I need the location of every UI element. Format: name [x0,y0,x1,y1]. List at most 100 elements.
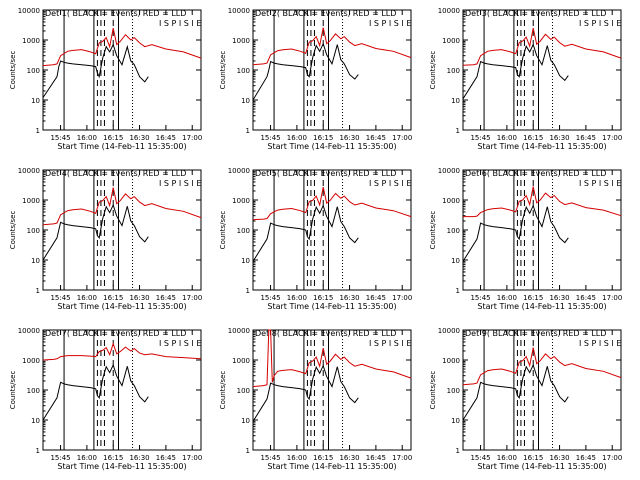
x-axis-label: Start Time (14-Feb-11 15:35:00) [57,302,186,311]
x-tick-label: 17:00 [602,454,622,462]
series-line-lld [42,187,202,226]
y-tick-label: 100 [237,387,250,395]
chart-marker-text: I S P I S I E [369,19,411,28]
plot-frame [42,9,202,131]
series-line-lld [42,342,202,361]
plot-frame [252,9,412,131]
x-tick-label: 15:45 [260,134,280,142]
y-tick-label: 1 [246,287,250,295]
y-tick-label: 100 [237,227,250,235]
y-tick-label: 10000 [228,167,250,175]
y-tick-label: 1000 [232,357,250,365]
x-tick-label: 15:45 [470,134,490,142]
x-tick-label: 15:45 [50,134,70,142]
y-tick-label: 10000 [228,327,250,335]
y-tick-label: 10 [31,97,40,105]
y-axis-label: Counts/sec [9,51,17,90]
x-axis-label: Start Time (14-Feb-11 15:35:00) [477,302,606,311]
x-tick-label: 16:00 [287,294,307,302]
y-tick-label: 1 [456,127,460,135]
y-tick-label: 10 [451,97,460,105]
x-tick-label: 17:00 [602,294,622,302]
x-tick-label: 16:00 [497,454,517,462]
series-line-events [252,204,359,262]
x-tick-label: 16:00 [287,454,307,462]
y-tick-label: 100 [447,67,460,75]
y-tick-label: 1 [246,447,250,455]
chart-marker-text: I S P I S I E [159,339,201,348]
x-tick-label: 16:15 [103,454,123,462]
x-tick-label: 15:45 [50,294,70,302]
chart-title: Det 7( BLACK = Events, RED = LLD [45,329,186,338]
x-tick-label: 16:45 [156,294,176,302]
x-tick-label: 16:15 [523,454,543,462]
x-tick-label: 16:15 [313,294,333,302]
chart-title: Det 9( BLACK = Events, RED = LLD [465,329,606,338]
plot-frame [252,329,412,451]
x-tick-label: 15:45 [260,294,280,302]
y-axis-label: Counts/sec [219,371,227,410]
y-tick-label: 10000 [438,167,460,175]
series-line-events [462,43,569,100]
x-axis-label: Start Time (14-Feb-11 15:35:00) [267,462,396,471]
y-tick-label: 10000 [438,327,460,335]
y-tick-label: 100 [27,387,40,395]
x-tick-label: 16:45 [156,454,176,462]
x-tick-label: 16:30 [549,454,569,462]
x-tick-label: 16:45 [366,294,386,302]
series-line-events [42,43,149,98]
y-tick-label: 10 [241,97,250,105]
x-tick-label: 15:45 [50,454,70,462]
plot-frame [462,9,622,131]
x-tick-label: 16:45 [576,454,596,462]
series-line-events [42,363,149,421]
y-tick-label: 100 [237,67,250,75]
x-tick-label: 17:00 [182,294,202,302]
series-line-lld [42,27,202,67]
x-tick-label: 15:45 [470,454,490,462]
x-axis-label: Start Time (14-Feb-11 15:35:00) [477,142,606,151]
x-tick-label: 16:00 [497,294,517,302]
y-axis-label: Counts/sec [9,371,17,410]
x-tick-label: 17:00 [602,134,622,142]
x-tick-label: 16:15 [523,134,543,142]
x-tick-label: 16:15 [103,134,123,142]
chart-title: Det 6( BLACK = Events, RED = LLD [465,169,606,178]
plot-frame [42,169,202,291]
x-tick-label: 16:30 [339,294,359,302]
chart-marker-text: I S P I S I E [159,179,201,188]
y-tick-label: 100 [27,227,40,235]
y-tick-label: 100 [447,387,460,395]
x-tick-label: 16:30 [129,454,149,462]
x-tick-label: 17:00 [392,134,412,142]
x-tick-label: 16:45 [576,294,596,302]
y-tick-label: 1 [36,447,40,455]
y-tick-label: 1000 [22,197,40,205]
x-tick-label: 16:15 [313,134,333,142]
x-tick-label: 16:00 [287,134,307,142]
y-axis-label: Counts/sec [9,211,17,250]
y-tick-label: 1000 [442,357,460,365]
y-tick-label: 1 [246,127,250,135]
y-tick-label: 10 [241,417,250,425]
series-line-events [462,363,569,421]
x-tick-label: 16:00 [77,134,97,142]
x-axis-label: Start Time (14-Feb-11 15:35:00) [57,142,186,151]
x-tick-label: 16:45 [366,454,386,462]
y-tick-label: 100 [27,67,40,75]
x-tick-label: 16:30 [549,134,569,142]
y-tick-label: 10 [451,417,460,425]
y-tick-label: 1000 [22,357,40,365]
chart-marker-text: I S P I S I E [579,19,621,28]
x-tick-label: 16:30 [549,294,569,302]
chart-title: Det 5( BLACK = Events, RED = LLD [255,169,396,178]
plot-frame [462,329,622,451]
y-tick-label: 10 [241,257,250,265]
y-tick-label: 1000 [442,37,460,45]
